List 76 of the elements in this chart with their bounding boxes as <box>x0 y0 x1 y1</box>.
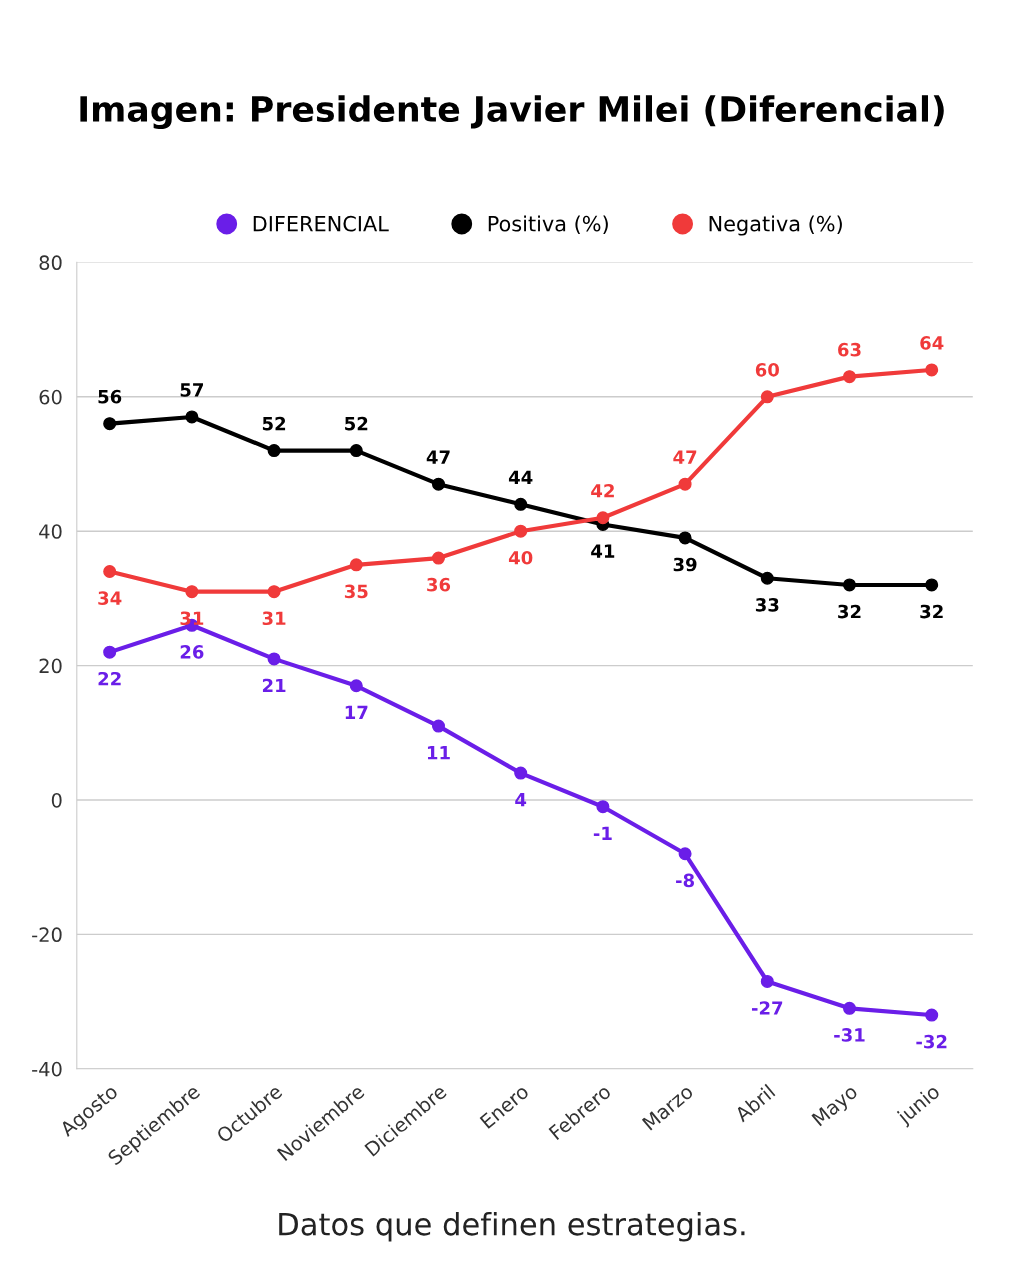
point <box>842 578 857 592</box>
point <box>514 766 528 780</box>
data-label: 26 <box>180 645 204 659</box>
point <box>678 477 692 491</box>
point <box>514 524 528 538</box>
data-label: 63 <box>838 342 861 357</box>
point <box>760 974 774 988</box>
y-tick-label: -20 <box>32 927 62 943</box>
y-tick-label: -40 <box>32 1061 62 1077</box>
point <box>103 417 117 431</box>
data-label: 22 <box>98 671 121 686</box>
point <box>431 477 445 491</box>
data-label: -32 <box>916 1034 947 1049</box>
data-label: 47 <box>426 450 450 464</box>
point <box>349 558 363 572</box>
data-label: 31 <box>180 611 204 626</box>
point <box>267 652 281 666</box>
point <box>925 578 939 592</box>
data-label: 52 <box>262 416 286 431</box>
point <box>103 645 117 659</box>
data-label: 52 <box>345 416 368 431</box>
point <box>267 444 281 458</box>
y-tick-label: 60 <box>39 389 62 405</box>
data-label: 4 <box>515 793 527 807</box>
point <box>760 571 774 585</box>
point <box>431 719 445 733</box>
data-label: 41 <box>591 544 615 558</box>
data-label: -1 <box>593 826 612 840</box>
point <box>185 585 199 599</box>
y-tick-label: 40 <box>39 524 62 539</box>
data-label: 39 <box>673 557 697 572</box>
point <box>431 551 445 565</box>
data-label: -27 <box>751 1001 783 1015</box>
data-label: 56 <box>98 389 122 404</box>
point <box>349 444 363 458</box>
data-label: 11 <box>427 746 450 760</box>
point <box>842 370 857 384</box>
point <box>596 800 610 814</box>
chart-title: Imagen: Presidente Javier Milei (Diferencial) <box>80 95 944 130</box>
data-label: -31 <box>834 1028 865 1042</box>
data-label: 34 <box>98 591 122 605</box>
point <box>514 497 528 511</box>
legend-label: DIFERENCIAL <box>253 215 389 232</box>
legend-label: Negativa (%) <box>709 215 842 236</box>
data-label: 44 <box>508 470 533 484</box>
point <box>349 679 363 693</box>
data-label: 57 <box>180 383 204 397</box>
data-label: 32 <box>920 604 943 619</box>
data-label: 47 <box>673 450 697 464</box>
legend-label: Positiva (%) <box>488 215 608 234</box>
point <box>925 1008 939 1022</box>
data-label: 35 <box>344 584 368 599</box>
point <box>925 363 939 377</box>
data-label: 32 <box>838 604 861 619</box>
point <box>185 410 199 424</box>
text: Datos que definen estrategias. <box>279 1211 745 1242</box>
point <box>842 1001 857 1015</box>
point <box>760 390 774 404</box>
y-tick-label: 80 <box>39 255 62 271</box>
data-label: 36 <box>427 577 451 592</box>
point <box>678 531 692 545</box>
data-label: 31 <box>262 611 286 626</box>
y-tick-label: 20 <box>39 658 62 674</box>
data-label: 42 <box>591 483 614 498</box>
point <box>678 847 692 861</box>
data-label: 40 <box>508 550 533 565</box>
data-label: 33 <box>755 598 779 612</box>
data-label: 21 <box>262 678 286 693</box>
data-label: -8 <box>676 873 694 888</box>
data-label: 60 <box>755 362 779 377</box>
point <box>103 565 117 579</box>
data-label: 17 <box>345 705 368 719</box>
data-label: 64 <box>920 336 944 350</box>
point <box>267 585 281 599</box>
point <box>596 511 610 525</box>
y-tick-label: 0 <box>51 792 62 808</box>
